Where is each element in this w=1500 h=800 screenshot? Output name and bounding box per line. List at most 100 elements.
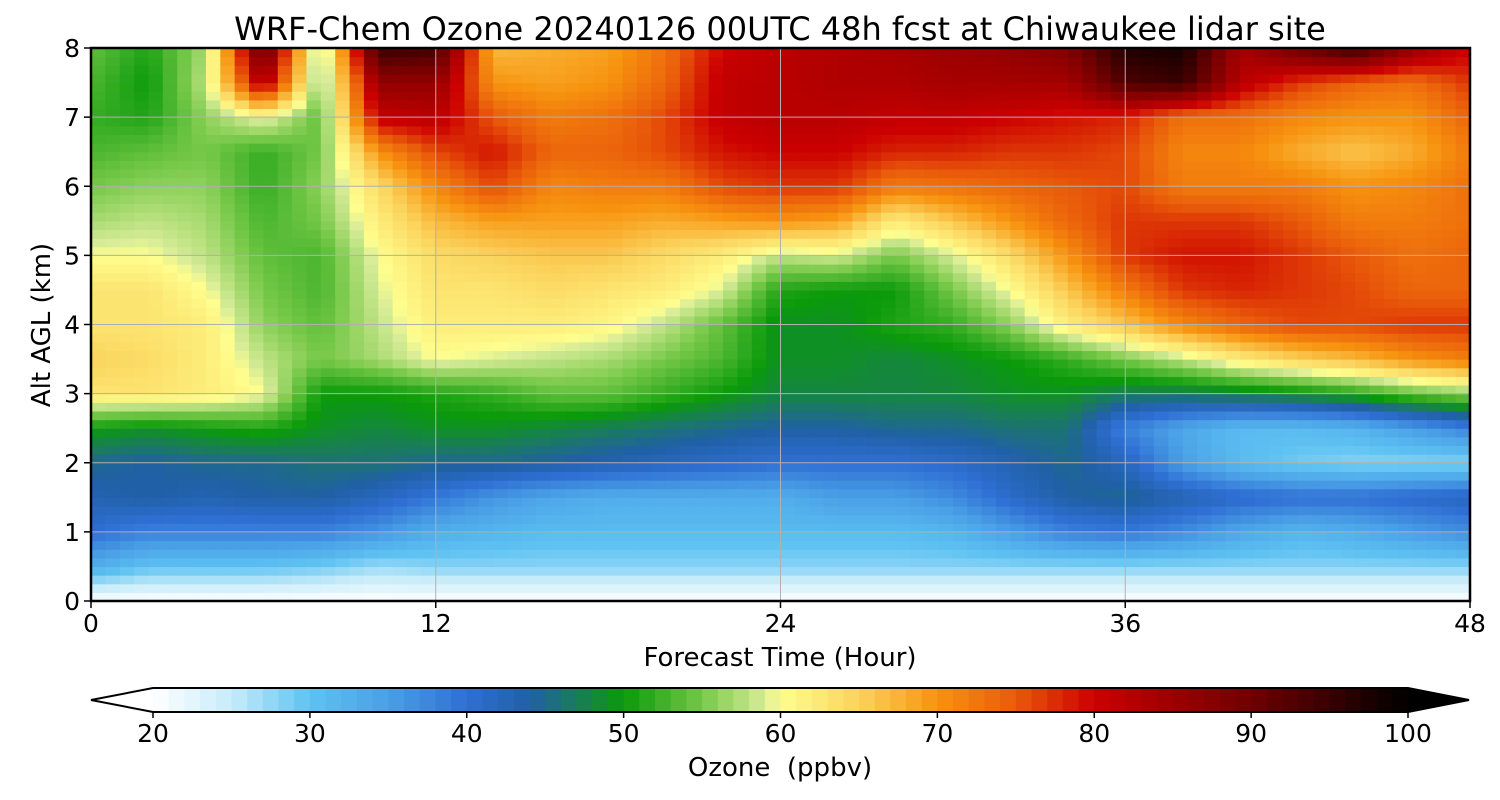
heatmap-cell <box>837 549 853 559</box>
heatmap-cell <box>1383 264 1399 274</box>
heatmap-cell <box>952 540 968 550</box>
heatmap-cell <box>1383 151 1399 161</box>
heatmap-cell <box>234 445 250 455</box>
heatmap-cell <box>1168 203 1184 213</box>
heatmap-cell <box>1326 203 1342 213</box>
heatmap-cell <box>1225 471 1241 481</box>
heatmap-cell <box>205 410 221 421</box>
heatmap-cell <box>1340 359 1356 369</box>
heatmap-cell <box>1197 264 1213 274</box>
heatmap-cell <box>967 505 983 516</box>
heatmap-cell <box>234 384 250 395</box>
heatmap-cell <box>608 255 624 265</box>
heatmap-cell <box>866 367 882 377</box>
heatmap-cell <box>1096 445 1112 455</box>
heatmap-cell <box>938 454 954 464</box>
heatmap-cell <box>751 376 767 386</box>
heatmap-cell <box>1297 160 1313 170</box>
heatmap-cell <box>507 497 523 507</box>
heatmap-cell <box>1067 160 1083 170</box>
heatmap-cell <box>1283 462 1299 472</box>
heatmap-cell <box>1240 376 1256 386</box>
heatmap-cell <box>349 480 365 490</box>
heatmap-cell <box>378 255 394 265</box>
heatmap-cell <box>995 523 1011 533</box>
heatmap-cell <box>924 315 940 326</box>
heatmap-cell <box>565 454 580 464</box>
heatmap-cell <box>1311 177 1327 187</box>
heatmap-cell <box>1182 238 1198 248</box>
heatmap-cell <box>1283 454 1299 464</box>
heatmap-cell <box>579 436 595 447</box>
heatmap-cell <box>981 514 997 524</box>
heatmap-cell <box>1039 583 1055 593</box>
heatmap-cell <box>1197 281 1213 291</box>
heatmap-cell <box>349 220 365 231</box>
heatmap-cell <box>938 333 954 343</box>
heatmap-cell <box>1125 575 1141 585</box>
heatmap-cell <box>306 229 322 239</box>
heatmap-cell <box>608 480 624 490</box>
heatmap-cell <box>694 462 710 472</box>
heatmap-cell <box>435 523 451 533</box>
heatmap-cell <box>895 428 911 438</box>
heatmap-cell <box>651 238 667 248</box>
heatmap-cell <box>320 333 336 343</box>
heatmap-cell <box>1139 462 1155 472</box>
heatmap-cell <box>737 505 753 516</box>
heatmap-cell <box>378 272 394 282</box>
heatmap-cell <box>234 324 250 334</box>
heatmap-cell <box>421 307 437 317</box>
heatmap-cell <box>435 540 451 550</box>
heatmap-cell <box>1067 540 1083 550</box>
heatmap-cell <box>1254 307 1270 317</box>
heatmap-cell <box>407 488 422 498</box>
heatmap-cell <box>162 324 178 334</box>
heatmap-cell <box>766 367 782 377</box>
heatmap-cell <box>636 177 652 187</box>
heatmap-cell <box>1010 324 1026 334</box>
heatmap-cell <box>723 307 738 317</box>
heatmap-cell <box>507 428 523 438</box>
heatmap-cell <box>306 566 322 576</box>
heatmap-cell <box>521 272 537 282</box>
heatmap-cell <box>1268 583 1284 593</box>
heatmap-cell <box>1311 531 1327 542</box>
heatmap-cell <box>493 445 509 455</box>
heatmap-cell <box>1398 505 1414 516</box>
heatmap-cell <box>550 281 566 291</box>
heatmap-cell <box>665 212 681 222</box>
heatmap-cell <box>1125 229 1141 239</box>
heatmap-cell <box>105 523 121 533</box>
heatmap-cell <box>1139 315 1155 326</box>
heatmap-cell <box>1311 488 1327 498</box>
heatmap-cell <box>1426 272 1442 282</box>
heatmap-cell <box>1139 393 1155 403</box>
heatmap-cell <box>493 436 509 447</box>
heatmap-cell <box>1412 289 1428 300</box>
heatmap-cell <box>335 393 351 403</box>
heatmap-cell <box>521 333 537 343</box>
heatmap-cell <box>938 220 954 231</box>
heatmap-cell <box>407 203 422 213</box>
heatmap-cell <box>1168 194 1184 205</box>
heatmap-cell <box>550 454 566 464</box>
heatmap-cell <box>1211 194 1227 205</box>
heatmap-cell <box>1441 177 1457 187</box>
heatmap-cell <box>952 160 968 170</box>
heatmap-cell <box>866 488 882 498</box>
heatmap-cell <box>134 436 150 447</box>
heatmap-cell <box>1383 531 1399 542</box>
heatmap-cell <box>665 428 681 438</box>
heatmap-cell <box>1053 454 1069 464</box>
heatmap-cell <box>1283 592 1299 601</box>
heatmap-cell <box>363 557 379 568</box>
heatmap-cell <box>794 220 810 231</box>
heatmap-cell <box>737 436 753 447</box>
heatmap-cell <box>694 315 710 326</box>
heatmap-cell <box>1153 168 1169 179</box>
heatmap-cell <box>1168 307 1184 317</box>
heatmap-cell <box>751 272 767 282</box>
heatmap-cell <box>349 324 365 334</box>
heatmap-cell <box>392 324 408 334</box>
